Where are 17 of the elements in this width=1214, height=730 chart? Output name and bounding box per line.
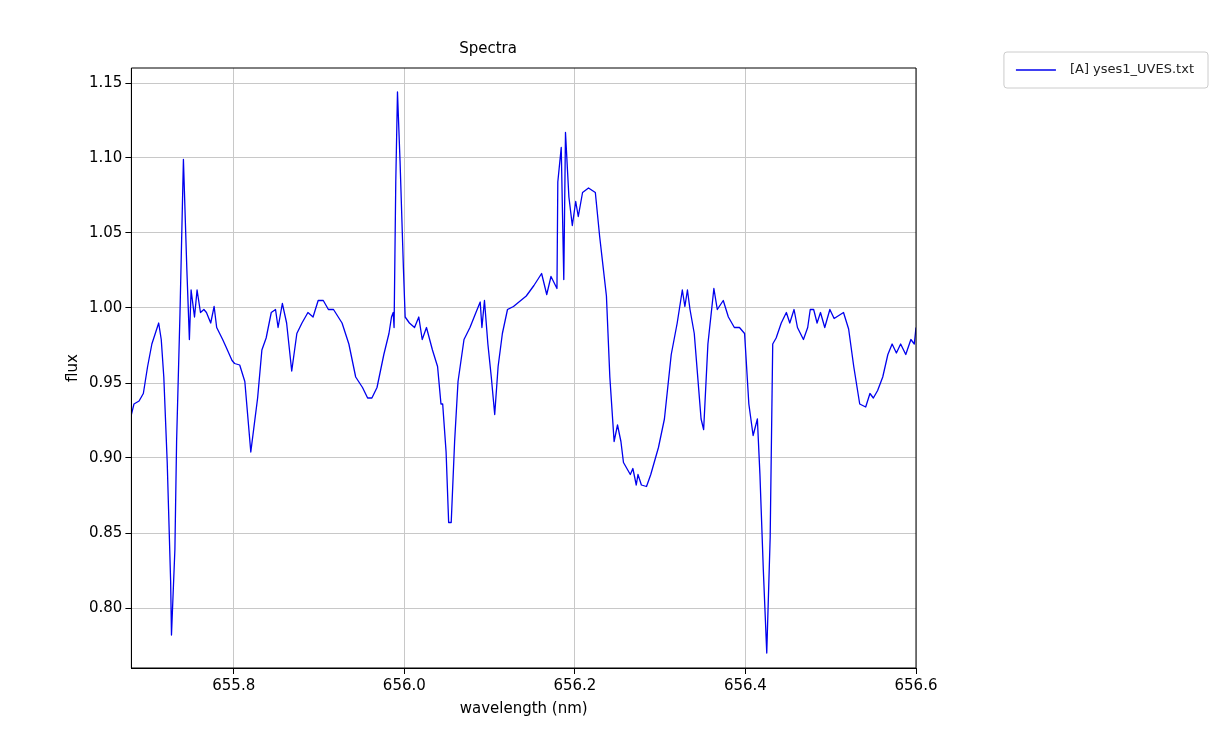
y-tick-label: 0.90 [88,447,123,466]
y-tick-label: 1.05 [88,222,123,241]
x-tick-label: 656.2 [553,675,597,694]
y-tick-label: 0.85 [88,522,123,541]
x-axis-title: wavelength (nm) [459,698,588,717]
y-tick-label: 0.95 [88,372,123,391]
y-tick-label: 1.10 [88,147,123,166]
x-tick-label: 656.4 [723,675,767,694]
y-tick-label: 0.80 [88,597,123,616]
y-axis-title: flux [62,353,81,382]
x-tick-label: 655.8 [212,675,256,694]
legend-label: [A] yses1_UVES.txt [1069,61,1195,77]
y-tick-label: 1.15 [88,72,123,91]
chart-title: Spectra [459,38,517,57]
x-tick-label: 656.6 [894,675,938,694]
x-tick-label: 656.0 [382,675,426,694]
y-tick-label: 1.00 [88,297,123,316]
